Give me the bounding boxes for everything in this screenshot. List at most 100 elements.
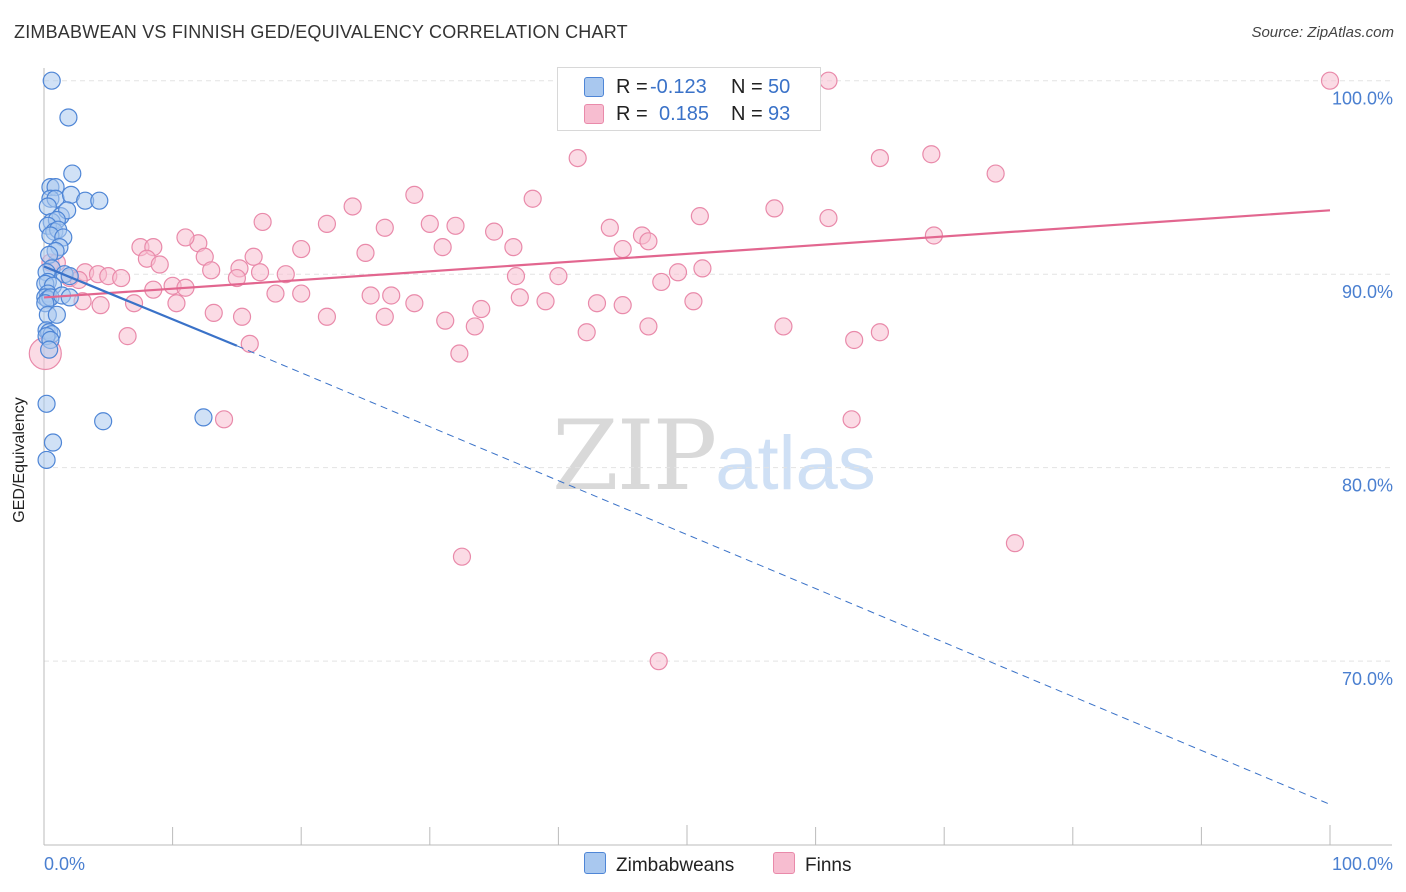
zimbabweans-point [40,340,59,359]
finns-point [536,292,555,311]
trend-lines [43,209,1331,805]
legend-n-value: 93 [768,103,791,125]
finns-trend-line [43,209,1331,299]
finns-point [375,218,394,237]
finns-point [292,284,311,303]
zimbabweans-point [94,412,113,431]
finns-point [577,323,596,342]
legend-r-value: -0.123 [650,76,707,98]
finns-point [649,652,668,671]
finns-point [266,284,285,303]
finns-point [436,311,455,330]
finns-point [652,272,671,292]
legend-n-label: N = [731,103,763,125]
finns-point [568,148,587,168]
finns-point [842,410,861,429]
finns-point [693,259,712,278]
legend-r-value: 0.185 [659,103,710,125]
zimbabweans-point [37,450,56,470]
finns-point [922,145,941,164]
finns-point [924,226,944,245]
finns-point [250,263,270,282]
finns-point [214,410,234,429]
finns-point [253,212,272,232]
finns-point [587,294,607,313]
x-tick-label: 100.0% [1332,854,1393,874]
finns-point [639,232,658,251]
finns-point [227,268,246,288]
chart-title: ZIMBABWEAN VS FINNISH GED/EQUIVALENCY CO… [14,22,628,42]
finns-point [986,164,1005,183]
finns-point [375,307,394,326]
finns-point [204,303,223,322]
finns-point [112,268,131,288]
finns-point [639,317,658,336]
finns-point [523,189,542,208]
legend-n-value: 50 [768,76,791,98]
zimbabweans-swatch [584,852,606,874]
finns-point [240,334,259,353]
finns-point [150,255,169,274]
legend-r-label: R = [616,103,648,125]
finns-point [405,294,424,313]
finns-point [774,317,793,336]
finns-point [118,327,137,346]
finns-point [684,292,703,311]
finns-point [91,296,110,315]
y-tick-label: 90.0% [1342,282,1393,302]
finns-point [819,208,838,228]
finns-point [549,267,568,286]
finns-point [870,323,890,342]
zimbabweans-point [47,305,66,324]
x-tick-label: 0.0% [44,854,85,874]
finns-point [244,247,263,266]
finns-point [317,307,337,326]
legend-n-label: N = [731,76,763,98]
finns-point [690,207,709,226]
finns-point [167,294,186,313]
zimbabweans-point [60,288,79,307]
finns-point [504,238,523,257]
finns-point [510,288,529,307]
zimbabweans-point [90,191,109,210]
zimbabweans-swatch [584,77,604,97]
finns-point [176,228,195,247]
bottom-legend-zimbabweans: Zimbabweans [584,852,734,877]
y-tick-label: 70.0% [1342,669,1393,689]
zimbabweans-trend-line [43,265,238,347]
finns-point [361,286,380,305]
finns-point [343,197,362,216]
finns-point [292,239,311,259]
finns-point [472,299,491,319]
zimbabweans-point [42,71,61,90]
zimbabweans-point [63,164,82,183]
finns-swatch [584,104,604,124]
finns-point [450,344,469,363]
zimbabweans-point [59,108,78,127]
finns-point [668,263,688,282]
legend-r-label: R = [616,76,648,98]
finns-point [613,239,632,259]
finns-point [276,265,295,284]
y-tick-label: 100.0% [1332,89,1393,109]
finns-point [870,148,890,168]
finns-point [765,199,784,218]
finns-point [202,261,221,280]
finns-point [405,185,424,204]
finns-point [600,218,619,237]
finns-point [452,547,472,566]
y-tick-label: 80.0% [1342,476,1393,496]
zimbabweans-point [43,433,63,452]
finns-point [232,307,252,326]
zimbabweans-trend-extension [236,345,1331,805]
finns-point [446,216,465,235]
tick-labels: 70.0% 80.0% 90.0% 100.0% 0.0% 100.0% [44,89,1393,874]
finns-point [1005,534,1025,553]
finns-point [382,286,401,305]
correlation-legend: R = -0.123 N = 50 R = 0.185 N = 93 [557,67,821,131]
finns-point [613,296,632,315]
finns-point [506,267,526,286]
bottom-legend-label: Zimbabweans [616,855,735,876]
finns-point [1320,71,1340,90]
